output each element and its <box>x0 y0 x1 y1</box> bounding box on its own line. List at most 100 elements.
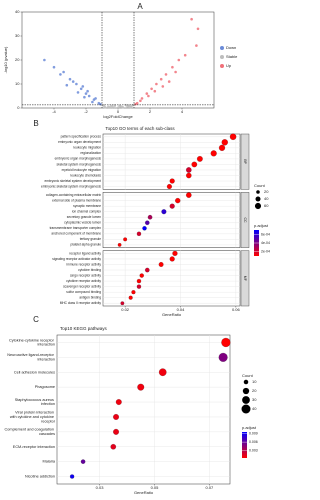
x-axis-label: GeneRatio <box>162 312 182 317</box>
figure: A B C -4 -2 0 2 4010203040log2FoldChange-log… <box>3 2 270 495</box>
x-tick-label: 0.07 <box>206 485 215 490</box>
point <box>68 77 72 81</box>
dot <box>120 301 125 306</box>
panel-label: C <box>33 315 39 324</box>
y-tick-label: 30 <box>15 33 20 38</box>
color-bar <box>242 432 247 458</box>
point <box>118 104 121 108</box>
category-label: embryonic organ morphogenesis <box>55 157 102 161</box>
category-label: immune receptor activity <box>66 262 101 266</box>
dot <box>218 352 228 362</box>
x-tick-label: 0.04 <box>177 307 186 312</box>
dot <box>139 273 144 278</box>
chart-title: Top10 GO terms of each sub-class <box>105 126 175 131</box>
legend-label: 6e-04 <box>261 232 270 236</box>
dot <box>161 209 167 215</box>
plot-frame <box>21 11 215 109</box>
point <box>75 82 78 86</box>
category-label: cytokine receptor activity <box>66 279 101 283</box>
dot <box>169 178 175 184</box>
dot <box>196 156 203 162</box>
dot <box>110 443 117 450</box>
dot <box>169 256 175 262</box>
dot <box>186 167 192 173</box>
legend-size <box>242 396 250 404</box>
dot <box>117 243 122 247</box>
legend-size <box>241 404 251 414</box>
point <box>153 89 157 93</box>
plot-panel <box>56 334 231 485</box>
category-label: leukocyte chemotaxis <box>71 173 102 177</box>
dot <box>145 267 150 273</box>
dot <box>158 262 164 267</box>
x-axis-label: GeneRatio <box>134 490 154 495</box>
dot <box>186 192 192 198</box>
dot <box>128 295 133 300</box>
category-label: embryonic organ development <box>58 140 101 144</box>
category-label: antigen binding <box>79 296 101 300</box>
legend-size <box>256 190 260 194</box>
category-label: regionalization <box>80 151 101 155</box>
category-label: embryonic skeletal system development <box>44 179 101 183</box>
category-label: myeloid leukocyte migration <box>62 168 102 172</box>
facet-label: MF <box>243 276 247 281</box>
dot <box>113 414 119 420</box>
panel-label: A <box>137 2 143 11</box>
legend-label: Stable <box>226 54 238 59</box>
dot <box>172 250 178 257</box>
point <box>94 97 97 100</box>
category-label: scavenger receptor activity <box>63 284 101 288</box>
point <box>83 95 86 99</box>
dot <box>113 428 119 435</box>
point <box>116 106 120 110</box>
legend-label: 0.009 <box>249 431 258 435</box>
legend-marker <box>220 55 224 59</box>
x-tick-label: 4 <box>181 109 184 114</box>
point <box>164 73 168 76</box>
point <box>150 87 153 91</box>
category-label: cytoplasmic vesicle lumen <box>64 221 101 225</box>
category-label: Nicotine addiction <box>25 475 55 479</box>
point <box>84 92 88 95</box>
dot <box>221 337 231 348</box>
dot <box>136 231 142 236</box>
legend-title: p.adjust <box>254 223 269 228</box>
legend-label: 4e-04 <box>261 241 270 245</box>
category-label: sulfur compound binding <box>66 290 101 294</box>
point <box>161 85 165 88</box>
point <box>159 77 163 81</box>
category-label: skeletal system morphogenesis <box>57 162 102 166</box>
point <box>43 58 46 62</box>
legend-label: 30 <box>252 397 257 402</box>
legend-size <box>254 202 262 210</box>
category-label: Phagosome <box>35 385 55 389</box>
point <box>71 80 75 83</box>
dot <box>147 214 153 220</box>
category-label: Neuroactive ligand-receptor interaction <box>7 353 55 361</box>
legend-marker <box>220 64 224 68</box>
dot <box>80 459 86 464</box>
x-tick-label: 0.06 <box>232 307 241 312</box>
category-label: embryonic skeletal system morphogenesis <box>41 184 101 188</box>
category-label: ECM-receptor interaction <box>13 445 55 449</box>
category-label: collagen-containing extracellular matrix <box>46 193 102 197</box>
facet-strip <box>240 133 250 190</box>
legend-label: 60 <box>264 203 269 208</box>
category-label: Malaria <box>43 460 56 464</box>
point <box>140 97 144 100</box>
category-label: external side of plasma membrane <box>52 198 101 202</box>
y-tick-label: 0 <box>17 105 20 110</box>
category-label: transmembrane transporter complex <box>50 226 102 230</box>
dot <box>131 290 136 295</box>
point <box>111 106 115 109</box>
point <box>174 70 177 74</box>
category-label: ion channel complex <box>72 210 101 214</box>
legend-label: 40 <box>252 406 257 411</box>
dot <box>123 237 128 242</box>
facet-label: CC <box>243 217 247 223</box>
dot <box>229 133 237 140</box>
category-label: signaling receptor activator activity <box>52 257 101 261</box>
point <box>91 100 94 104</box>
dot <box>158 368 167 377</box>
dot <box>142 226 147 231</box>
